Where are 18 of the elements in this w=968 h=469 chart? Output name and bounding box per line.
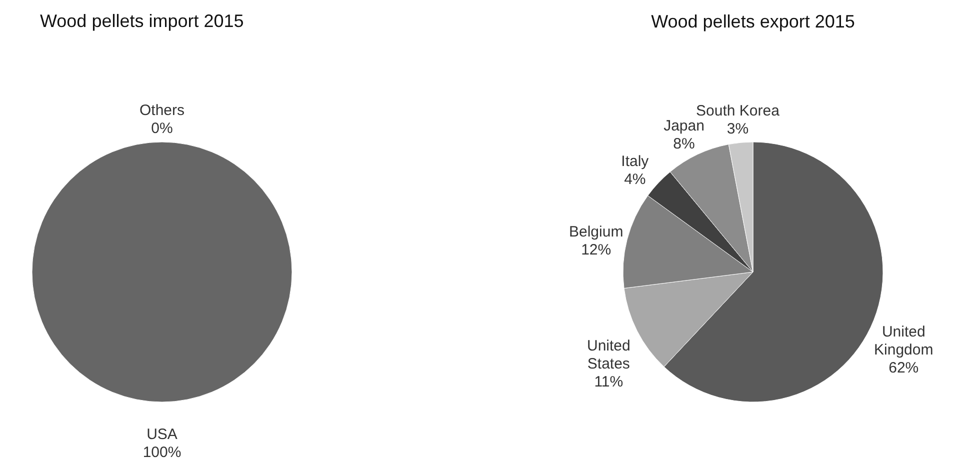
data-label: 4% xyxy=(624,171,646,188)
slice-label: USA xyxy=(146,426,178,443)
data-label: 100% xyxy=(142,444,182,461)
category-label: Others xyxy=(139,102,185,119)
chart-title: Wood pellets import 2015 xyxy=(40,11,244,31)
data-label: 62% xyxy=(888,360,919,377)
slice-label: United States xyxy=(586,338,630,373)
text: 0% xyxy=(151,120,173,137)
chart-title: Wood pellets export 2015 xyxy=(651,12,855,32)
slice-label: Japan xyxy=(664,117,704,134)
data-label: 8% xyxy=(673,135,695,152)
data-label: 3% xyxy=(726,120,749,138)
slice-label: United Kingdom xyxy=(874,324,934,359)
slice-label: Belgium xyxy=(568,224,624,241)
data-label: 12% xyxy=(581,242,612,259)
slice-label: Italy xyxy=(621,153,650,170)
slice-label: South Korea xyxy=(696,102,780,120)
data-label: 11% xyxy=(594,374,624,391)
